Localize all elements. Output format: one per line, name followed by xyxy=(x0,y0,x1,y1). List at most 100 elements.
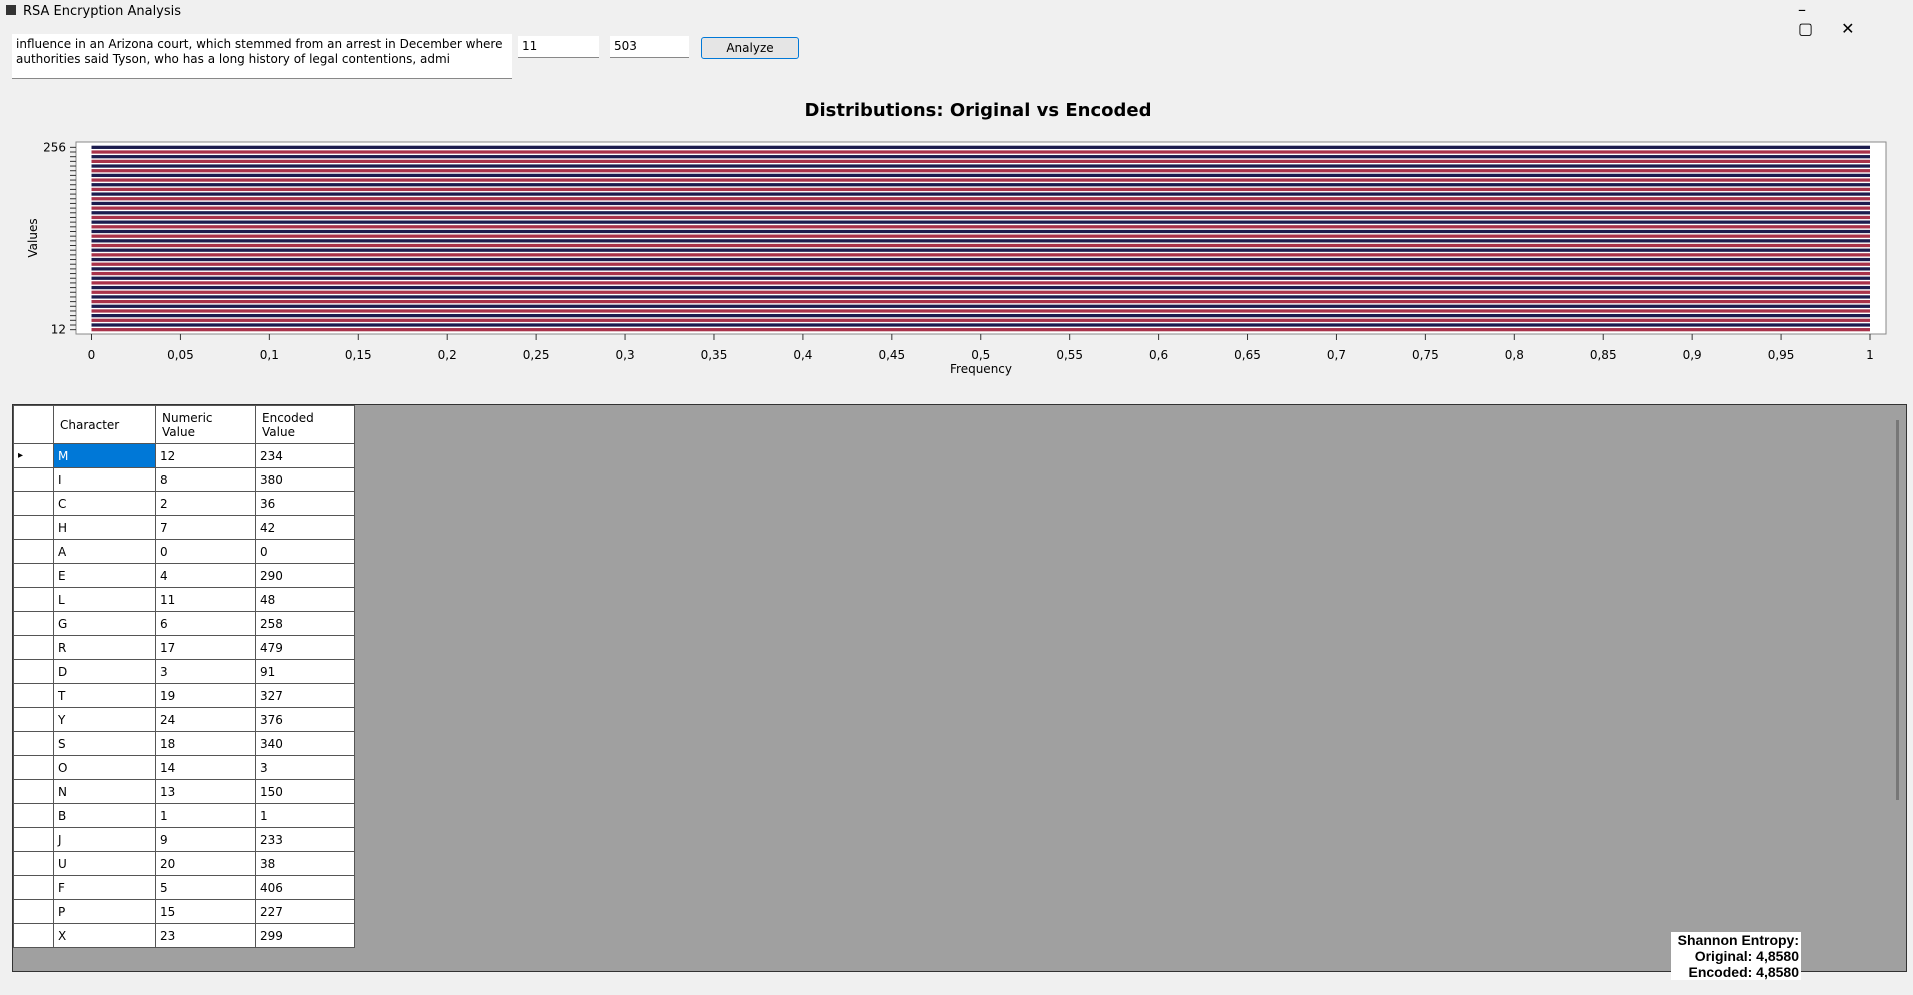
cell[interactable]: G xyxy=(53,611,156,636)
row[interactable]: N 13 150 xyxy=(13,779,355,804)
row[interactable]: S 18 340 xyxy=(13,731,355,756)
bar xyxy=(91,276,1870,280)
cell[interactable]: 42 xyxy=(255,515,355,540)
cell[interactable]: 17 xyxy=(155,635,256,660)
cell[interactable]: M xyxy=(53,443,156,468)
cell[interactable]: H xyxy=(53,515,156,540)
cell[interactable]: 327 xyxy=(255,683,355,708)
cell[interactable]: 406 xyxy=(255,875,355,900)
cell[interactable]: N xyxy=(53,779,156,804)
cell[interactable]: 13 xyxy=(155,779,256,804)
row[interactable]: Y 24 376 xyxy=(13,707,355,732)
row[interactable]: J 9 233 xyxy=(13,827,355,852)
bar xyxy=(91,201,1870,206)
cell[interactable]: 233 xyxy=(255,827,355,852)
row-header xyxy=(13,827,54,852)
cell[interactable]: 48 xyxy=(255,587,355,612)
cell[interactable]: J xyxy=(53,827,156,852)
cell[interactable]: 91 xyxy=(255,659,355,684)
row[interactable]: R 17 479 xyxy=(13,635,355,660)
row[interactable]: O 14 3 xyxy=(13,755,355,780)
bar xyxy=(91,215,1870,220)
cell[interactable]: E xyxy=(53,563,156,588)
cell[interactable]: 380 xyxy=(255,467,355,492)
cell[interactable]: 36 xyxy=(255,491,355,516)
row[interactable]: U 20 38 xyxy=(13,851,355,876)
cell[interactable]: 479 xyxy=(255,635,355,660)
cell[interactable]: 19 xyxy=(155,683,256,708)
cell[interactable]: U xyxy=(53,851,156,876)
cell[interactable]: I xyxy=(53,467,156,492)
cell[interactable]: R xyxy=(53,635,156,660)
cell[interactable]: 23 xyxy=(155,923,256,948)
row[interactable]: L 11 48 xyxy=(13,587,355,612)
row[interactable]: G 6 258 xyxy=(13,611,355,636)
cell[interactable]: L xyxy=(53,587,156,612)
bar xyxy=(91,328,1870,332)
bar xyxy=(91,281,1870,285)
analyze-button[interactable]: Analyze xyxy=(701,37,799,59)
cell[interactable]: 20 xyxy=(155,851,256,876)
cell[interactable]: Y xyxy=(53,707,156,732)
cell[interactable]: 234 xyxy=(255,443,355,468)
scrollbar[interactable] xyxy=(1896,420,1899,800)
cell[interactable]: 227 xyxy=(255,899,355,924)
bar xyxy=(91,262,1870,266)
cell[interactable]: 7 xyxy=(155,515,256,540)
cell[interactable]: 3 xyxy=(255,755,355,780)
row[interactable]: P 15 227 xyxy=(13,899,355,924)
cell[interactable]: F xyxy=(53,875,156,900)
row[interactable]: ▸ M 12 234 xyxy=(13,443,355,468)
row[interactable]: H 7 42 xyxy=(13,515,355,540)
cell[interactable]: 376 xyxy=(255,707,355,732)
cell[interactable]: 150 xyxy=(255,779,355,804)
cell[interactable]: 15 xyxy=(155,899,256,924)
cell[interactable]: 0 xyxy=(255,539,355,564)
cell[interactable]: 11 xyxy=(155,587,256,612)
cell[interactable]: 8 xyxy=(155,467,256,492)
row-header xyxy=(13,923,54,948)
cell[interactable]: 5 xyxy=(155,875,256,900)
e-input[interactable]: 11 xyxy=(518,36,599,58)
cell[interactable]: 4 xyxy=(155,563,256,588)
cell[interactable]: 12 xyxy=(155,443,256,468)
cell[interactable]: S xyxy=(53,731,156,756)
cell[interactable]: 258 xyxy=(255,611,355,636)
cell[interactable]: 2 xyxy=(155,491,256,516)
row[interactable]: C 2 36 xyxy=(13,491,355,516)
row[interactable]: E 4 290 xyxy=(13,563,355,588)
row[interactable]: X 23 299 xyxy=(13,923,355,948)
cell[interactable]: 18 xyxy=(155,731,256,756)
cell[interactable]: 9 xyxy=(155,827,256,852)
row[interactable]: I 8 380 xyxy=(13,467,355,492)
cell[interactable]: O xyxy=(53,755,156,780)
cell[interactable]: 290 xyxy=(255,563,355,588)
cell[interactable]: B xyxy=(53,803,156,828)
cell[interactable]: P xyxy=(53,899,156,924)
x-tick-label: 0 xyxy=(88,348,96,362)
cell[interactable]: D xyxy=(53,659,156,684)
cell[interactable]: 38 xyxy=(255,851,355,876)
window-controls[interactable]: –▢✕ xyxy=(1798,0,1883,38)
row[interactable]: T 19 327 xyxy=(13,683,355,708)
cell[interactable]: 340 xyxy=(255,731,355,756)
n-input[interactable]: 503 xyxy=(610,36,689,58)
cell[interactable]: X xyxy=(53,923,156,948)
cell[interactable]: A xyxy=(53,539,156,564)
cell[interactable]: 6 xyxy=(155,611,256,636)
row[interactable]: F 5 406 xyxy=(13,875,355,900)
bar xyxy=(91,304,1870,308)
row[interactable]: D 3 91 xyxy=(13,659,355,684)
cell[interactable]: 0 xyxy=(155,539,256,564)
cell[interactable]: 3 xyxy=(155,659,256,684)
text-input[interactable]: influence in an Arizona court, which ste… xyxy=(12,34,512,79)
cell[interactable]: 24 xyxy=(155,707,256,732)
cell[interactable]: C xyxy=(53,491,156,516)
cell[interactable]: 1 xyxy=(255,803,355,828)
cell[interactable]: 299 xyxy=(255,923,355,948)
cell[interactable]: 1 xyxy=(155,803,256,828)
cell[interactable]: T xyxy=(53,683,156,708)
cell[interactable]: 14 xyxy=(155,755,256,780)
